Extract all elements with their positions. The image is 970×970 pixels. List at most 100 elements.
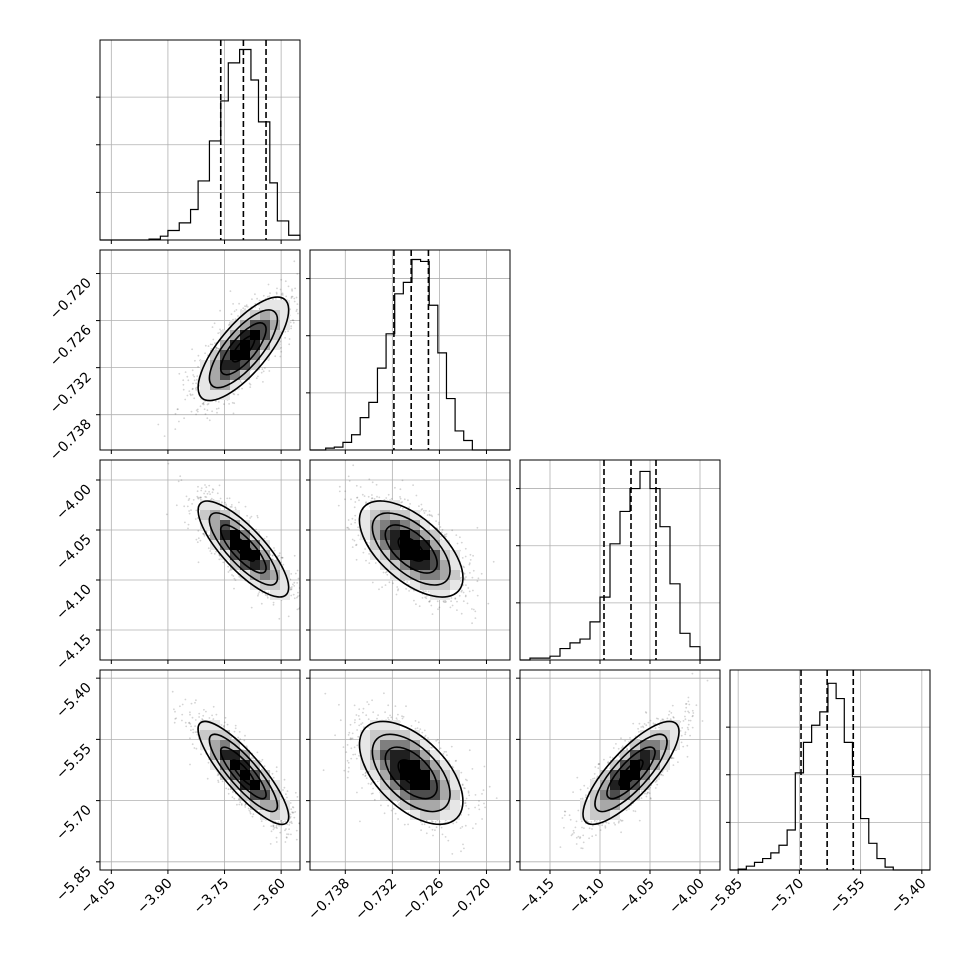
sample-point: [191, 388, 194, 391]
sample-point: [561, 817, 564, 819]
sample-point: [219, 497, 222, 500]
density-cell: [670, 720, 680, 730]
density-cell: [410, 790, 420, 800]
sample-point: [370, 782, 373, 784]
sample-point: [244, 308, 247, 310]
sample-point: [337, 504, 340, 507]
sample-point: [612, 747, 615, 749]
sample-point: [219, 328, 221, 331]
sample-point: [211, 343, 214, 346]
sample-point: [268, 295, 271, 297]
sample-point: [378, 588, 380, 591]
sample-point: [182, 379, 185, 382]
sample-point: [302, 828, 304, 830]
density-cell: [440, 540, 450, 550]
density-cell: [450, 550, 460, 560]
sample-point: [284, 829, 286, 832]
density-cell: [650, 740, 660, 750]
sample-point: [185, 495, 188, 498]
sample-point: [580, 820, 583, 823]
sample-point: [203, 492, 206, 495]
sample-point: [588, 837, 590, 840]
sample-point: [184, 521, 186, 524]
sample-point: [438, 606, 441, 609]
density-cell: [200, 390, 210, 400]
density-cell: [610, 800, 620, 810]
sample-point: [265, 535, 268, 538]
sample-point: [260, 820, 263, 823]
sample-point: [217, 781, 220, 783]
sample-point: [394, 486, 396, 489]
density-cell: [410, 750, 420, 760]
sample-point: [302, 279, 304, 281]
sample-point: [284, 280, 287, 283]
sample-point: [209, 493, 212, 495]
sample-point: [618, 820, 620, 823]
sample-point: [620, 820, 623, 822]
sample-point: [468, 563, 471, 566]
sample-point: [353, 539, 356, 542]
density-cell: [230, 540, 240, 550]
density-cell: [370, 540, 380, 550]
sample-point: [442, 600, 445, 603]
density-cell: [400, 740, 410, 750]
contour-level-3: [582, 720, 680, 826]
histogram-0: [100, 48, 301, 241]
sample-point: [262, 294, 265, 297]
density-cell: [210, 500, 220, 510]
sample-point: [436, 738, 439, 741]
density-cell: [360, 510, 370, 520]
sample-point: [439, 747, 442, 750]
density-cell: [270, 310, 280, 320]
sample-point: [273, 549, 276, 552]
density-cell: [230, 350, 240, 360]
sample-point: [460, 771, 463, 774]
sample-point: [188, 390, 191, 392]
sample-point: [295, 838, 298, 841]
sample-point: [184, 398, 187, 401]
sample-point: [434, 829, 436, 832]
sample-point: [221, 501, 223, 504]
sample-point: [367, 495, 370, 498]
density-cell: [270, 800, 280, 810]
sample-point: [427, 737, 429, 739]
sample-point: [438, 523, 440, 526]
sample-point: [365, 771, 367, 774]
sample-point: [284, 337, 286, 339]
sample-point: [632, 810, 635, 812]
sample-point: [597, 767, 600, 770]
contour-level-1: [384, 524, 438, 574]
sample-point: [183, 505, 186, 508]
sample-point: [652, 722, 655, 725]
density-cell: [260, 770, 270, 780]
sample-point: [458, 594, 461, 597]
density-cell: [610, 780, 620, 790]
sample-point: [289, 821, 291, 824]
sample-point: [370, 497, 373, 500]
sample-point: [687, 700, 690, 703]
sample-point: [183, 417, 186, 420]
sample-point: [428, 513, 431, 516]
sample-point: [210, 552, 213, 555]
sample-point: [249, 383, 252, 386]
sample-point: [357, 534, 360, 537]
density-cell: [670, 730, 680, 740]
sample-point: [296, 569, 299, 572]
sample-point: [351, 538, 354, 541]
sample-point: [420, 503, 423, 506]
sample-point: [280, 346, 282, 349]
sample-point: [587, 821, 590, 823]
sample-point: [239, 738, 242, 740]
sample-point: [438, 741, 440, 744]
density-cell: [400, 770, 410, 780]
sample-point: [208, 534, 211, 537]
sample-point: [277, 821, 280, 824]
sample-point: [302, 592, 304, 594]
sample-point: [212, 718, 215, 720]
sample-point: [440, 826, 443, 829]
sample-point: [291, 295, 294, 298]
sample-point: [233, 402, 236, 405]
density-cell: [440, 800, 450, 810]
sample-point: [684, 733, 687, 736]
density-cell: [420, 520, 430, 530]
